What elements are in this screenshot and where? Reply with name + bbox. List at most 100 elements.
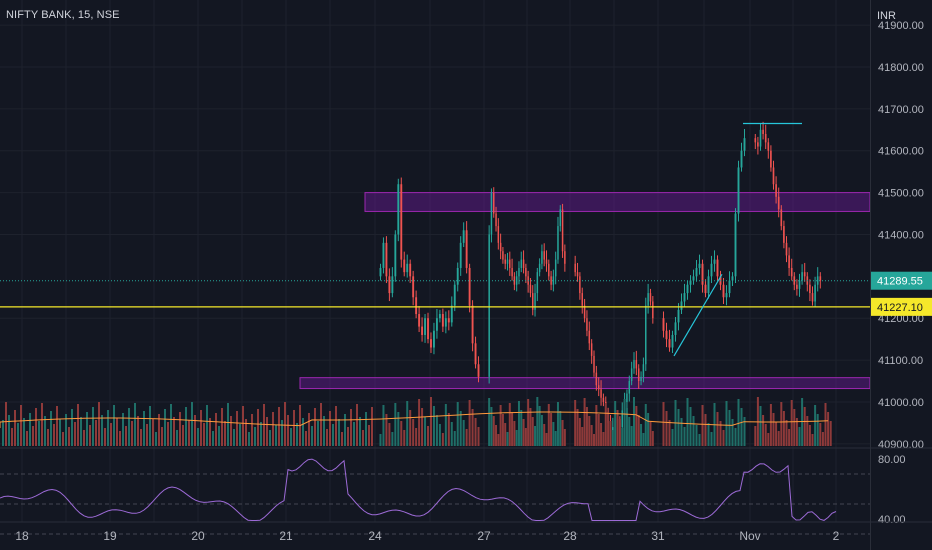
candle-body[interactable] [662,318,665,331]
candle-body[interactable] [522,259,525,268]
candle-body[interactable] [511,267,513,277]
candle-body[interactable] [400,184,403,260]
candle-body[interactable] [602,397,605,402]
candle-body[interactable] [597,385,600,390]
candle-body[interactable] [683,293,686,302]
candle-body[interactable] [809,284,811,294]
candle-body[interactable] [415,297,418,315]
candle-body[interactable] [579,276,581,294]
candle-body[interactable] [477,364,480,377]
candle-body[interactable] [785,242,788,256]
candle-body[interactable] [590,343,593,356]
candle-body[interactable] [780,209,783,227]
candle-body[interactable] [593,355,595,373]
candle-body[interactable] [552,276,555,285]
candle-body[interactable] [633,360,635,369]
candle-body[interactable] [665,330,668,340]
symbol-title[interactable]: NIFTY BANK, 15, NSE [6,9,120,21]
candle-body[interactable] [453,284,456,306]
candle-body[interactable] [495,213,497,227]
candle-body[interactable] [459,242,462,268]
candle-body[interactable] [652,301,654,319]
candle-body[interactable] [382,242,385,268]
candle-body[interactable] [518,267,520,277]
candle-body[interactable] [757,142,759,147]
candle-body[interactable] [545,259,548,264]
candle-body[interactable] [734,213,737,277]
candle-body[interactable] [490,192,493,235]
candle-body[interactable] [430,339,432,348]
candle-body[interactable] [391,276,394,294]
candle-body[interactable] [637,368,640,382]
candle-body[interactable] [462,230,465,243]
candle-body[interactable] [488,234,490,377]
candle-body[interactable] [754,138,757,143]
candle-body[interactable] [583,305,586,319]
candle-body[interactable] [509,259,511,268]
candle-body[interactable] [816,276,819,285]
candle-body[interactable] [397,184,400,235]
candle-body[interactable] [379,267,382,277]
candle-body[interactable] [770,150,772,168]
candle-body[interactable] [409,263,412,277]
candle-body[interactable] [713,259,716,264]
candle-body[interactable] [418,314,421,327]
candle-body[interactable] [740,150,743,168]
candle-body[interactable] [465,230,468,268]
candle-body[interactable] [790,267,793,277]
candle-body[interactable] [441,314,444,327]
candle-body[interactable] [649,293,652,302]
candle-body[interactable] [645,305,647,365]
candle-body[interactable] [686,284,689,294]
currency-label[interactable]: INR [877,10,896,22]
candle-body[interactable] [456,267,459,285]
candle-body[interactable] [595,372,598,386]
candle-body[interactable] [576,272,579,277]
candle-body[interactable] [588,330,591,344]
candle-body[interactable] [819,276,822,281]
candle-body[interactable] [421,326,424,335]
candle-body[interactable] [529,284,532,294]
candle-body[interactable] [762,129,764,134]
candle-body[interactable] [674,322,677,335]
candle-body[interactable] [525,267,527,277]
candle-body[interactable] [695,267,698,277]
candle-body[interactable] [803,272,806,277]
candle-body[interactable] [468,267,471,306]
candle-body[interactable] [701,263,704,285]
candle-body[interactable] [626,393,628,402]
candle-body[interactable] [548,263,550,277]
candle-body[interactable] [647,293,649,306]
candle-body[interactable] [506,259,509,264]
candle-body[interactable] [499,242,502,252]
candle-body[interactable] [538,263,541,273]
candle-body[interactable] [504,259,506,264]
candle-body[interactable] [406,263,409,273]
candle-body[interactable] [793,276,796,285]
candle-body[interactable] [388,276,391,294]
candle-body[interactable] [438,314,441,319]
candle-body[interactable] [433,330,435,348]
candle-body[interactable] [743,138,746,151]
candle-body[interactable] [600,389,602,398]
candle-body[interactable] [435,318,438,331]
candle-body[interactable] [796,284,798,289]
candle-body[interactable] [788,255,790,268]
candle-body[interactable] [689,280,692,285]
candle-body[interactable] [737,167,740,214]
candle-body[interactable] [493,192,495,214]
candle-body[interactable] [403,259,406,273]
candle-body[interactable] [811,293,814,302]
candle-body[interactable] [543,251,545,260]
candle-body[interactable] [550,276,552,285]
supply-demand-zone[interactable] [364,192,871,212]
candle-body[interactable] [764,133,767,143]
candle-body[interactable] [557,226,559,260]
candle-body[interactable] [427,318,429,340]
candle-body[interactable] [541,251,543,264]
trendline[interactable] [673,273,723,357]
candle-body[interactable] [574,263,576,273]
candle-body[interactable] [668,339,671,348]
candle-body[interactable] [704,284,707,294]
